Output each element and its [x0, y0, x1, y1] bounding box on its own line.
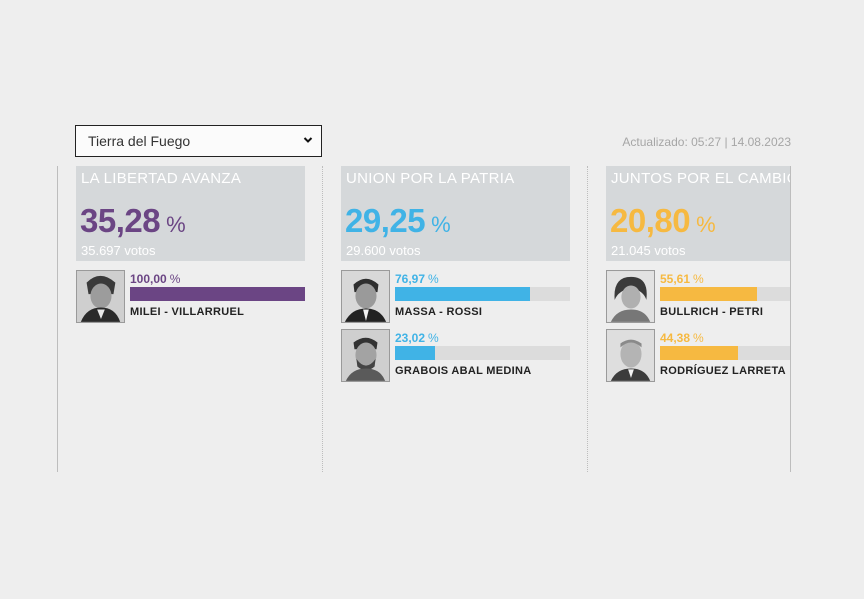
party-percentage: 29,25%	[345, 202, 451, 239]
candidate-row: 23,02% GRABOIS ABAL MEDINA	[341, 329, 570, 383]
column-divider	[790, 166, 791, 472]
column-divider	[587, 166, 588, 472]
candidate-bar-fill	[660, 287, 758, 301]
candidate-percentage: 100,00%	[130, 272, 181, 286]
chevron-down-icon	[303, 137, 313, 143]
party-name: JUNTOS POR EL CAMBIO	[611, 170, 790, 187]
candidate-bar-track	[660, 287, 790, 301]
candidate-row: 44,38% RODRÍGUEZ LARRETA	[606, 329, 790, 383]
candidate-photo	[606, 329, 655, 382]
party-percentage: 35,28%	[80, 202, 186, 239]
candidate-name: GRABOIS ABAL MEDINA	[395, 365, 532, 377]
candidate-bar-fill	[660, 346, 738, 360]
candidate-row: 76,97% MASSA - ROSSI	[341, 270, 570, 324]
party-column-juntos-por-el-cambio: JUNTOS POR EL CAMBIO 20,80% 21.045 votos…	[606, 166, 790, 472]
candidate-bar-fill	[395, 346, 436, 360]
party-summary: UNION POR LA PATRIA 29,25% 29.600 votos	[341, 166, 570, 261]
candidate-percentage: 23,02%	[395, 331, 439, 345]
column-divider	[322, 166, 323, 472]
party-votes: 29.600 votos	[346, 243, 421, 258]
candidate-percentage: 55,61%	[660, 272, 704, 286]
party-percentage: 20,80%	[610, 202, 716, 239]
party-summary: JUNTOS POR EL CAMBIO 20,80% 21.045 votos	[606, 166, 790, 261]
candidate-row: 55,61% BULLRICH - PETRI	[606, 270, 790, 324]
candidate-percentage: 44,38%	[660, 331, 704, 345]
candidate-bar-track	[130, 287, 305, 301]
updated-timestamp: Actualizado: 05:27 | 14.08.2023	[622, 135, 791, 149]
candidate-row: 100,00% MILEI - VILLARRUEL	[76, 270, 305, 324]
party-name: UNION POR LA PATRIA	[346, 170, 515, 187]
party-votes: 21.045 votos	[611, 243, 686, 258]
candidate-percentage: 76,97%	[395, 272, 439, 286]
candidate-name: MASSA - ROSSI	[395, 306, 483, 318]
province-select-value: Tierra del Fuego	[88, 133, 191, 149]
candidate-bar-fill	[130, 287, 305, 301]
candidate-name: RODRÍGUEZ LARRETA	[660, 365, 786, 377]
party-column-union-por-la-patria: UNION POR LA PATRIA 29,25% 29.600 votos …	[341, 166, 570, 472]
party-summary: LA LIBERTAD AVANZA 35,28% 35.697 votos	[76, 166, 305, 261]
province-select[interactable]: Tierra del Fuego	[75, 125, 322, 157]
candidate-photo	[341, 270, 390, 323]
candidate-bar-track	[660, 346, 790, 360]
candidate-photo	[76, 270, 125, 323]
candidate-photo	[341, 329, 390, 382]
party-votes: 35.697 votos	[81, 243, 156, 258]
candidate-photo	[606, 270, 655, 323]
column-divider	[57, 166, 58, 472]
party-name: LA LIBERTAD AVANZA	[81, 170, 242, 187]
candidate-bar-track	[395, 287, 570, 301]
party-column-la-libertad-avanza: LA LIBERTAD AVANZA 35,28% 35.697 votos 1…	[76, 166, 305, 472]
candidate-bar-fill	[395, 287, 530, 301]
candidate-name: MILEI - VILLARRUEL	[130, 306, 245, 318]
candidate-bar-track	[395, 346, 570, 360]
candidate-name: BULLRICH - PETRI	[660, 306, 764, 318]
